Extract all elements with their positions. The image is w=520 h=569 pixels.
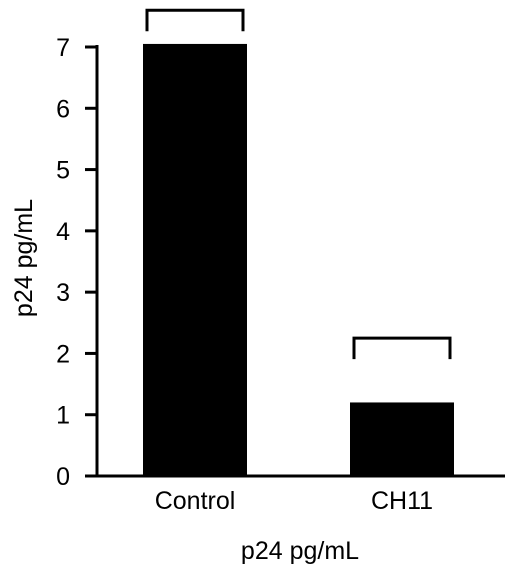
bars: [143, 43, 454, 476]
y-tick-label: 3: [56, 279, 70, 307]
y-tick-label: 5: [56, 157, 70, 185]
y-tick-label: 7: [56, 34, 70, 62]
y-tick-label: 1: [56, 402, 70, 430]
y-tick-label: 4: [56, 218, 70, 246]
bar: [350, 402, 454, 476]
bar: [143, 43, 247, 476]
error-bracket: [352, 336, 452, 360]
x-axis-label: p24 pg/mL: [241, 537, 359, 565]
y-axis-label: p24 pg/mL: [10, 199, 38, 317]
y-tick-label: 0: [56, 463, 70, 491]
y-axis: 0 1 2 3 4 5 6 7: [56, 34, 99, 491]
category-label: Control: [155, 487, 236, 515]
error-brackets: [145, 8, 452, 360]
category-label: CH11: [371, 487, 433, 515]
category-labels: Control CH11: [155, 487, 433, 515]
error-bracket: [145, 8, 245, 32]
y-tick-label: 2: [56, 340, 70, 368]
y-tick-label: 6: [56, 95, 70, 123]
